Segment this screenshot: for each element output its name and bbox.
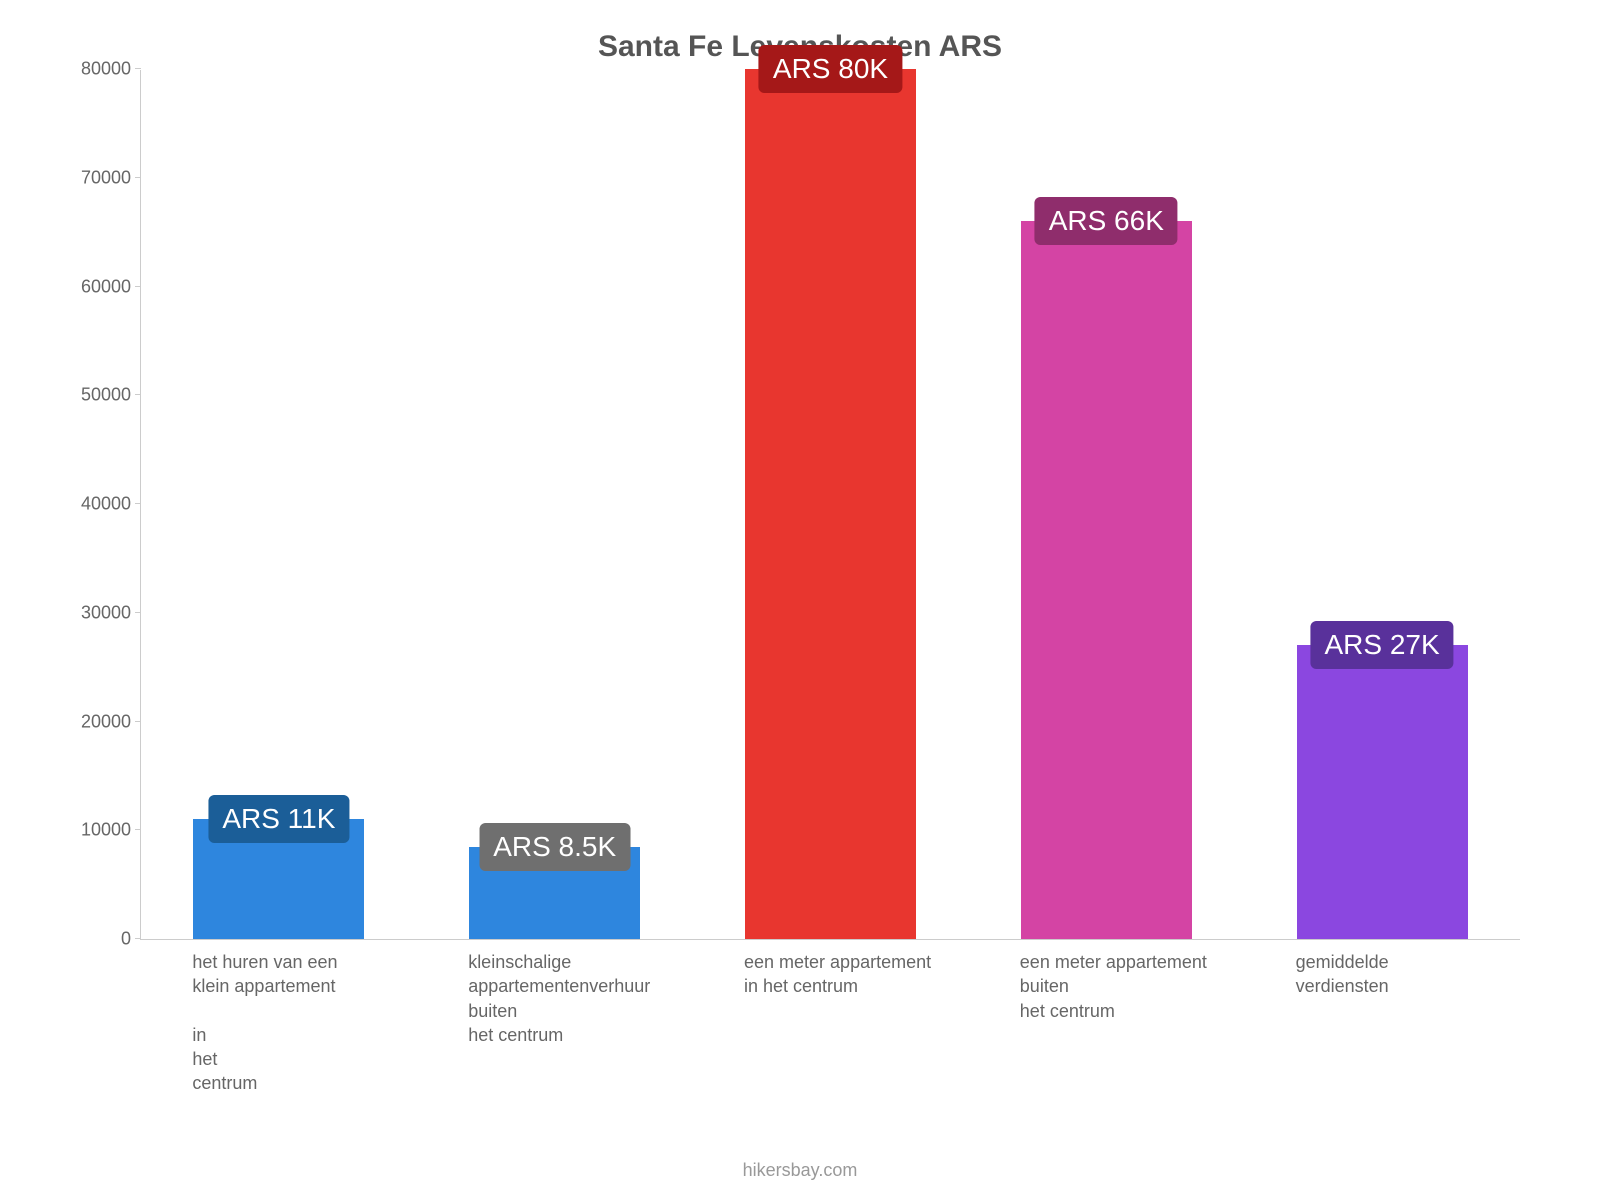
x-tick-label: gemiddelde verdiensten [1296, 950, 1507, 999]
plot-area: ARS 11KARS 8.5KARS 80KARS 66KARS 27K 010… [140, 70, 1520, 940]
y-tick-mark [135, 938, 141, 939]
y-tick-label: 60000 [71, 276, 131, 297]
y-tick-mark [135, 286, 141, 287]
y-tick-mark [135, 829, 141, 830]
y-tick-label: 0 [71, 929, 131, 950]
bar-value-label: ARS 11K [208, 795, 349, 843]
bars-layer: ARS 11K ARS 8.5K ARS 80K ARS 66K ARS 27K [141, 70, 1520, 939]
y-tick-label: 50000 [71, 385, 131, 406]
bar: ARS 27K [1297, 645, 1468, 939]
y-tick-label: 10000 [71, 820, 131, 841]
y-tick-label: 20000 [71, 711, 131, 732]
bar-value-label: ARS 8.5K [479, 823, 630, 871]
y-tick-mark [135, 503, 141, 504]
x-tick-label: een meter appartement in het centrum [744, 950, 955, 999]
y-tick-mark [135, 394, 141, 395]
chart-credit: hikersbay.com [60, 1160, 1540, 1181]
bar: ARS 66K [1021, 221, 1192, 939]
bar: ARS 8.5K [469, 847, 640, 939]
bar-value-label: ARS 66K [1035, 197, 1178, 245]
bar-value-label: ARS 80K [759, 45, 902, 93]
y-tick-label: 30000 [71, 602, 131, 623]
bar: ARS 80K [745, 69, 916, 939]
x-tick-label: kleinschalige appartementenverhuur buite… [468, 950, 679, 1047]
y-tick-label: 40000 [71, 494, 131, 515]
y-tick-mark [135, 177, 141, 178]
bar-value-label: ARS 27K [1310, 621, 1453, 669]
x-tick-label: het huren van een klein appartement in h… [192, 950, 403, 1096]
y-tick-label: 80000 [71, 59, 131, 80]
y-tick-mark [135, 721, 141, 722]
y-tick-label: 70000 [71, 167, 131, 188]
x-tick-label: een meter appartement buiten het centrum [1020, 950, 1231, 1023]
x-axis-labels: het huren van een klein appartement in h… [140, 940, 1520, 1140]
chart-container: Santa Fe Levenskosten ARS ARS 11KARS 8.5… [60, 30, 1540, 1181]
bar: ARS 11K [193, 819, 364, 939]
y-tick-mark [135, 612, 141, 613]
y-tick-mark [135, 68, 141, 69]
